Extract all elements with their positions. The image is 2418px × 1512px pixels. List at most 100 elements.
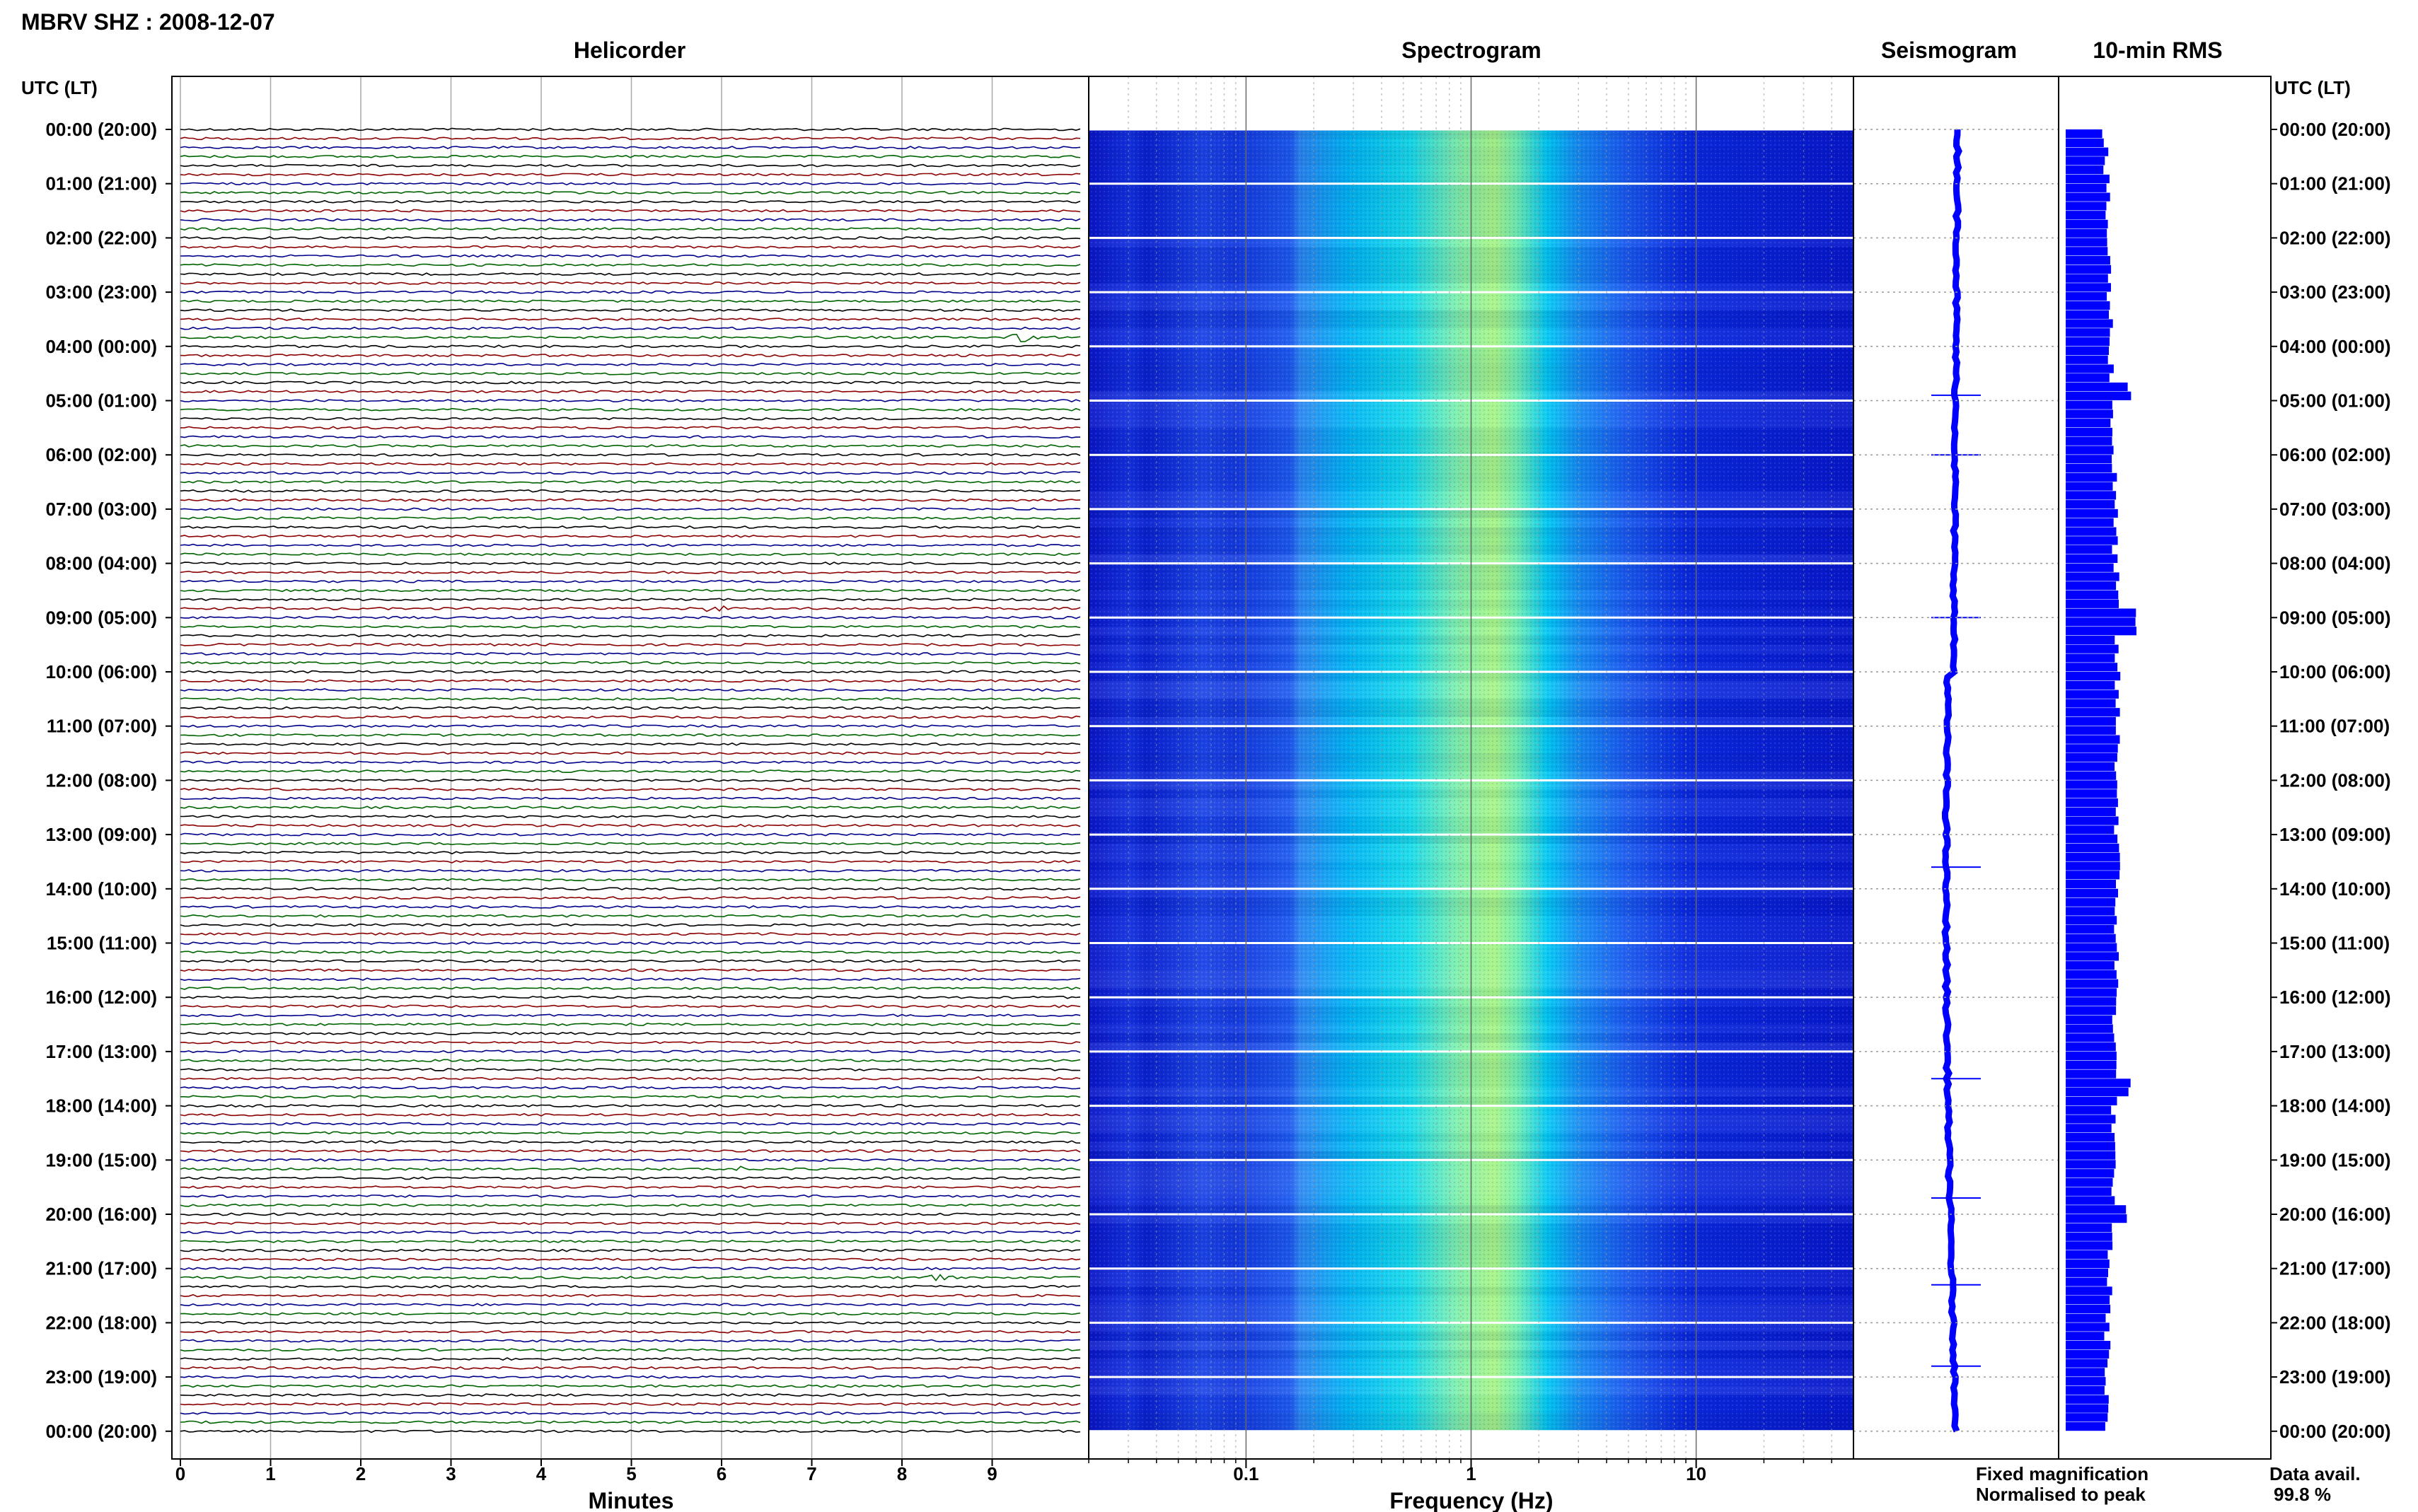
helicorder-x-tick-label: 8 <box>897 1463 907 1484</box>
helicorder-trace-row <box>180 724 1081 728</box>
helicorder-trace-row <box>180 562 1081 566</box>
hour-label-left: 18:00 (14:00) <box>45 1095 157 1117</box>
hour-label-right: 12:00 (08:00) <box>2279 769 2391 791</box>
helicorder-trace-row <box>180 588 1081 593</box>
hour-label-right: 17:00 (13:00) <box>2279 1041 2391 1062</box>
rms-bar <box>2066 861 2120 871</box>
hour-label-right: 22:00 (18:00) <box>2279 1312 2391 1333</box>
hour-label-right: 02:00 (22:00) <box>2279 227 2391 248</box>
helicorder-trace-row <box>180 245 1081 249</box>
helicorder-trace-row <box>180 1339 1081 1343</box>
rms-bar <box>2066 1015 2112 1024</box>
helicorder-trace-row <box>180 1357 1081 1361</box>
helicorder-trace-row <box>180 570 1081 574</box>
helicorder-trace-row <box>180 552 1081 557</box>
hour-label-right: 00:00 (20:00) <box>2279 1421 2391 1442</box>
helicorder-trace-row <box>180 742 1081 746</box>
rms-bar <box>2066 1304 2111 1313</box>
rms-bar <box>2066 1322 2110 1332</box>
rms-bar <box>2066 165 2104 175</box>
rms-bar <box>2066 382 2128 392</box>
rms-bar <box>2066 1404 2109 1413</box>
helicorder-trace-row <box>180 344 1081 349</box>
rms-bar <box>2066 1096 2117 1105</box>
hour-label-right: 08:00 (04:00) <box>2279 553 2391 574</box>
rms-bar <box>2066 1296 2110 1305</box>
helicorder-trace-row <box>180 995 1081 999</box>
rms-bar <box>2066 780 2117 789</box>
helicorder-trace-row <box>180 199 1081 204</box>
helicorder-traces <box>180 127 1081 1434</box>
hour-label-left: 20:00 (16:00) <box>45 1204 157 1225</box>
rms-bar <box>2066 789 2117 798</box>
helicorder-trace-row <box>180 1076 1081 1081</box>
rms-bar <box>2066 446 2114 455</box>
helicorder-trace-row <box>180 1031 1081 1035</box>
rms-bar <box>2066 536 2118 545</box>
helicorder-trace-row <box>180 1112 1081 1117</box>
helicorder-x-tick-label: 7 <box>806 1463 816 1484</box>
hour-label-right: 07:00 (03:00) <box>2279 499 2391 520</box>
rms-bar <box>2066 1196 2115 1205</box>
rms-bar <box>2066 1205 2127 1214</box>
rms-bar <box>2066 635 2115 645</box>
helicorder-trace-row <box>180 318 1081 321</box>
rms-bar <box>2066 825 2115 834</box>
rms-bar <box>2066 871 2120 880</box>
rms-bar <box>2066 1051 2117 1061</box>
rms-bar <box>2066 192 2110 202</box>
rms-bar <box>2066 174 2110 184</box>
hour-label-right: 11:00 (07:00) <box>2279 716 2390 737</box>
rms-bar <box>2066 1169 2115 1178</box>
rms-bar <box>2066 880 2116 889</box>
rms-bar <box>2066 599 2119 608</box>
helicorder-trace-row <box>180 254 1081 258</box>
helicorder-trace-row <box>180 326 1081 330</box>
rms-bar <box>2066 500 2115 509</box>
hour-label-left: 10:00 (06:00) <box>45 661 157 682</box>
helicorder-trace-row <box>180 860 1081 864</box>
hour-label-left: 15:00 (11:00) <box>47 933 157 954</box>
rms-bar <box>2066 400 2112 409</box>
helicorder-trace-row <box>180 778 1081 782</box>
helicorder-trace-row <box>180 932 1081 936</box>
helicorder-trace-row <box>180 1004 1081 1008</box>
hour-label-right: 21:00 (17:00) <box>2279 1258 2391 1279</box>
rms-bar <box>2066 672 2121 681</box>
helicorder-grid <box>180 76 993 1459</box>
rms-bar <box>2066 1141 2115 1151</box>
rms-bar <box>2066 943 2117 952</box>
helicorder-xlabel: Minutes <box>589 1488 674 1512</box>
rms-bar <box>2066 156 2105 165</box>
rms-bar <box>2066 373 2110 383</box>
helicorder-trace-row <box>180 823 1081 827</box>
rms-bar <box>2066 1223 2112 1232</box>
helicorder-trace-row <box>180 1203 1081 1207</box>
rms-bar <box>2066 1124 2112 1133</box>
hour-label-left: 13:00 (09:00) <box>45 824 157 845</box>
helicorder-trace-row <box>180 579 1081 583</box>
rms-bar <box>2066 1042 2116 1052</box>
hour-label-right: 19:00 (15:00) <box>2279 1149 2391 1170</box>
helicorder-trace-row <box>180 480 1081 484</box>
rms-bar <box>2066 843 2119 853</box>
rms-bar <box>2066 1332 2105 1341</box>
rms-bar <box>2066 183 2107 192</box>
helicorder-trace-row <box>180 1165 1081 1171</box>
helicorder-trace-row <box>180 1131 1081 1135</box>
rms-bar <box>2066 1277 2107 1286</box>
helicorder-trace-row <box>180 986 1081 990</box>
rms-bar <box>2066 491 2117 500</box>
hour-label-left: 21:00 (17:00) <box>45 1258 157 1279</box>
rms-bar <box>2066 1286 2112 1296</box>
helicorder-trace-row <box>180 1330 1081 1334</box>
rms-bar <box>2066 328 2110 337</box>
rms-bar <box>2066 1006 2117 1016</box>
helicorder-trace-row <box>180 959 1081 963</box>
helicorder-trace-row <box>180 896 1081 900</box>
helicorder-trace-row <box>180 1013 1081 1018</box>
rms-bar <box>2066 211 2106 220</box>
helicorder-trace-row <box>180 191 1081 194</box>
helicorder-trace-row <box>180 399 1081 402</box>
helicorder-trace-row <box>180 227 1081 231</box>
